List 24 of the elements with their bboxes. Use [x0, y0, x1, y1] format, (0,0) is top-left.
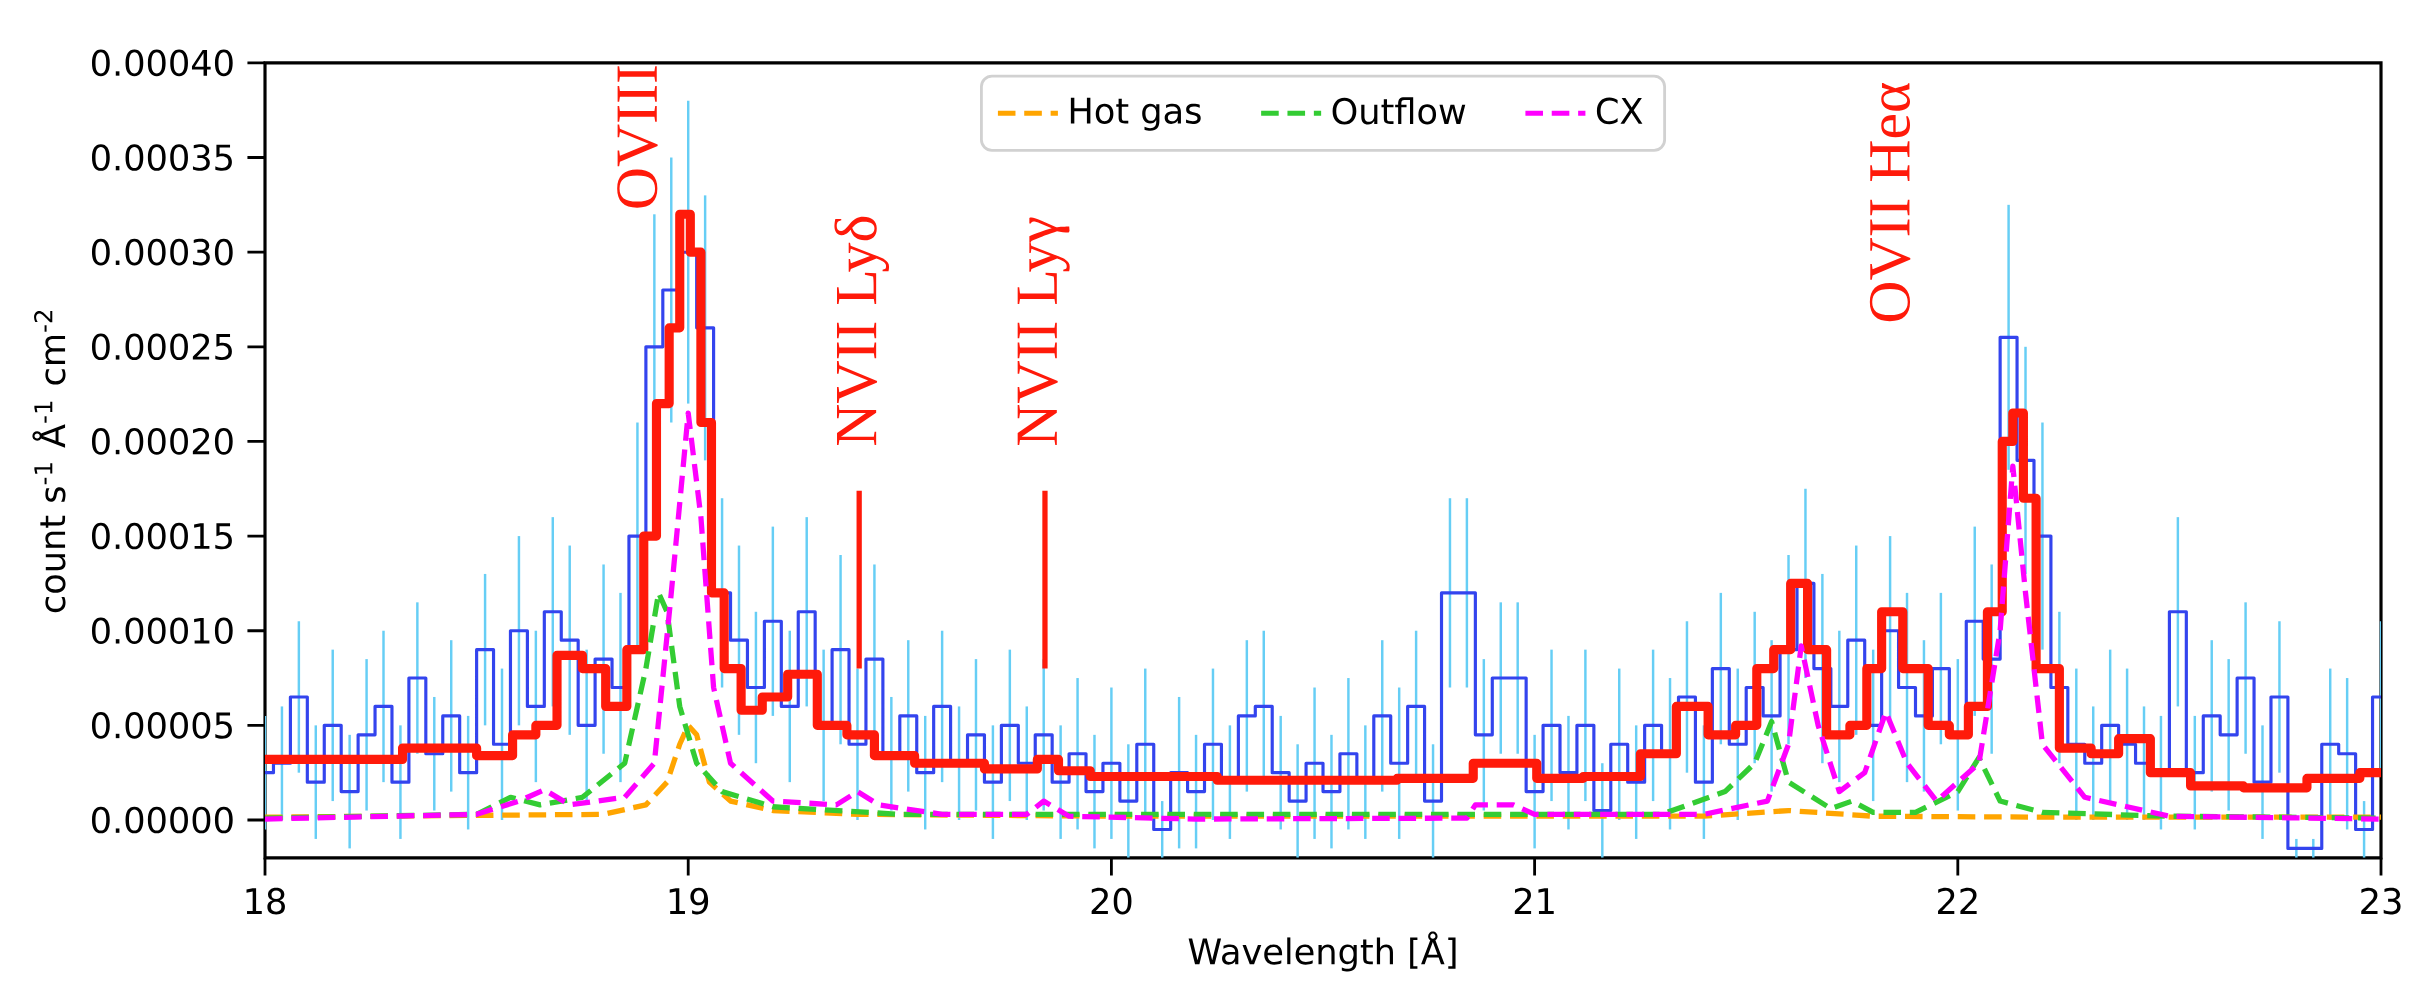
- annotation: NVII Lyδ: [834, 216, 890, 445]
- x-tick-label: 22: [1938, 887, 1977, 914]
- y-tick-label: 0.00005: [91, 712, 232, 739]
- y-tick-label: 0.00040: [91, 49, 233, 77]
- annotation: NVII Lyγ: [1017, 217, 1070, 445]
- legend-label: Outflow: [1332, 97, 1466, 125]
- y-tick-label: 0.00000: [91, 806, 233, 834]
- x-tick-label: 20: [1091, 887, 1132, 915]
- x-tick-label: 23: [2361, 887, 2401, 915]
- y-tick-label: 0.00020: [91, 428, 233, 455]
- x-tick-label: 19: [669, 887, 709, 915]
- legend-label: CX: [1596, 97, 1643, 125]
- y-axis-title: count s$^{-1}$ Å$^{-1}$ cm$^{-2}$: [32, 310, 66, 613]
- y-tick-label: 0.00015: [91, 522, 232, 550]
- annotation: OVIII: [617, 66, 658, 208]
- y-tick-label: 0.00010: [91, 617, 233, 645]
- y-tick-label: 0.00025: [91, 333, 232, 361]
- y-tick-label: 0.00035: [91, 144, 232, 171]
- y-tick-label: 0.00030: [91, 238, 233, 266]
- x-tick-label: 18: [246, 887, 285, 915]
- legend-label: Hot gas: [1070, 97, 1201, 131]
- annotation: OVII Heα: [1869, 83, 1911, 322]
- x-tick-label: 21: [1514, 887, 1554, 914]
- x-axis-title: Wavelength [Å]: [1188, 931, 1456, 972]
